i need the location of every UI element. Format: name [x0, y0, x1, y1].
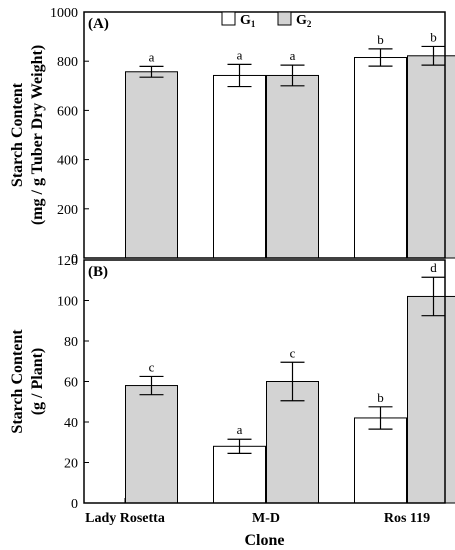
- bar-g2-lady-rosetta: [125, 385, 178, 504]
- y-tick-label: 20: [64, 457, 78, 472]
- plot-frame: [83, 11, 446, 259]
- error-bar: [368, 406, 393, 430]
- y-tick-label: 0: [71, 497, 78, 512]
- significance-letter: c: [290, 345, 296, 360]
- y-tick-label: 80: [64, 335, 78, 350]
- x-category-label: Ros 119: [384, 511, 430, 526]
- y-tick-label: 100: [57, 295, 78, 310]
- y-tick-label: 1000: [50, 6, 78, 21]
- significance-letter: b: [430, 29, 437, 44]
- panel-label: (A): [88, 16, 109, 32]
- error-bar: [280, 64, 305, 87]
- legend-label-g1: G1: [240, 13, 256, 29]
- y-axis-title: Starch Content: [9, 82, 26, 187]
- y-axis-subtitle: (mg / g Tuber Dry Weight): [29, 45, 46, 225]
- legend: G1 G2: [221, 11, 312, 29]
- error-bar: [139, 375, 164, 396]
- y-tick-label: 0: [71, 252, 78, 267]
- y-axis-title: Starch Content: [9, 329, 26, 434]
- significance-letter: a: [237, 422, 243, 437]
- significance-letter: b: [377, 32, 384, 47]
- significance-letter: c: [149, 359, 155, 374]
- bar-g2-m-d: [266, 381, 319, 504]
- y-tick-label: 200: [57, 203, 78, 218]
- bar-g2-ros-119: [407, 295, 455, 504]
- significance-letter: d: [430, 260, 437, 275]
- error-bar: [139, 65, 164, 78]
- legend-label-subscript: 1: [251, 19, 256, 29]
- y-tick-label: 120: [57, 254, 78, 269]
- bar-g2-lady-rosetta: [125, 71, 178, 259]
- y-tick-label: 800: [57, 55, 78, 70]
- panel-label: (B): [88, 264, 108, 280]
- error-bar: [227, 438, 252, 454]
- legend-swatch-g1: [221, 11, 236, 26]
- error-bar: [280, 361, 305, 402]
- significance-letter: a: [237, 47, 243, 62]
- error-bar: [227, 63, 252, 88]
- x-category-label: Lady Rosetta: [85, 511, 165, 526]
- bar-g1-m-d: [213, 74, 266, 259]
- y-tick-label: 60: [64, 376, 78, 391]
- legend-label-main: G: [296, 13, 307, 28]
- significance-letter: b: [377, 390, 384, 405]
- significance-letter: a: [290, 48, 296, 63]
- bar-g2-m-d: [266, 74, 319, 259]
- legend-label-g2: G2: [296, 13, 312, 29]
- legend-swatch-g2: [277, 11, 292, 26]
- bar-g1-m-d: [213, 445, 266, 504]
- error-bar: [421, 276, 446, 317]
- panel-a: a b a a b 0 200 400 600 800 1000 (A) Starch Content(…: [9, 6, 455, 267]
- significance-letter: a: [149, 49, 155, 64]
- y-tick-label: 600: [57, 104, 78, 119]
- error-bar: [368, 48, 393, 67]
- y-tick-label: 400: [57, 154, 78, 169]
- legend-label-subscript: 2: [307, 19, 312, 29]
- error-bar: [421, 45, 446, 66]
- bar-g1-ros-119: [354, 57, 407, 259]
- x-axis-title: Clone: [245, 532, 285, 549]
- y-axis-subtitle: (g / Plant): [29, 348, 46, 416]
- bar-g2-ros-119: [407, 55, 455, 259]
- x-category-label: M-D: [252, 511, 280, 526]
- panel-b: a b c c d 0 20 40 60 80 100 120 (B) Starch Content (g …: [9, 254, 455, 549]
- y-tick-label: 40: [64, 416, 78, 431]
- legend-label-main: G: [240, 13, 251, 28]
- bar-g1-ros-119: [354, 417, 407, 504]
